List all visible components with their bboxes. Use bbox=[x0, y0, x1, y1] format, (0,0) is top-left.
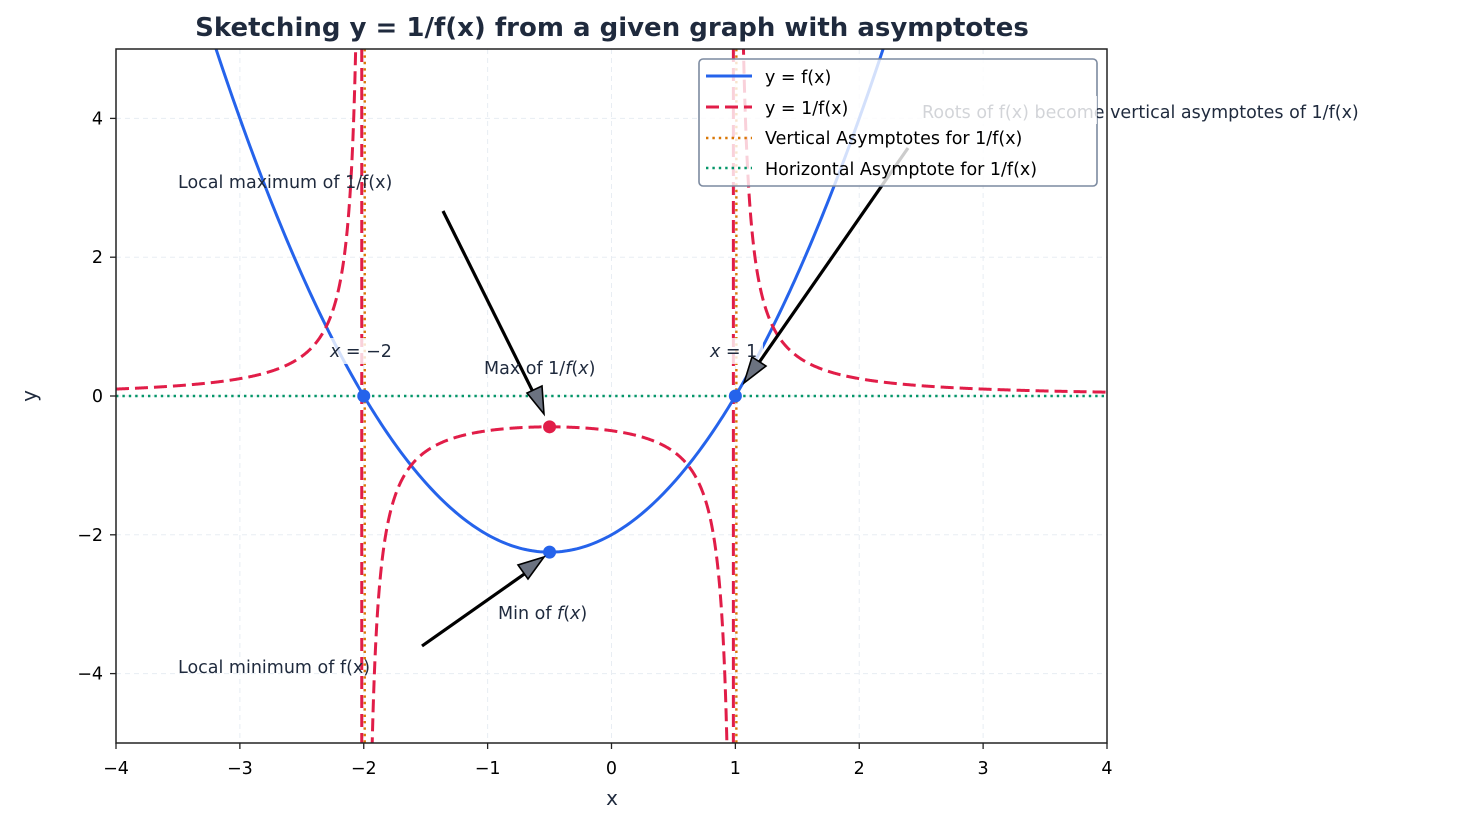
point-markers bbox=[357, 389, 742, 559]
annotation-min-of-f: Min of f(x) bbox=[498, 604, 587, 624]
y-tick-label: 4 bbox=[92, 109, 103, 129]
arrowhead-icon bbox=[742, 355, 768, 386]
data-point-marker bbox=[543, 545, 557, 559]
arrow-local-max bbox=[441, 210, 538, 399]
reciprocal-branch bbox=[741, 49, 1107, 394]
data-point-marker bbox=[357, 389, 371, 403]
data-point-marker bbox=[543, 420, 557, 434]
legend-label-reciprocal: y = 1/f(x) bbox=[765, 99, 848, 119]
x-tick-label: 3 bbox=[978, 759, 989, 779]
y-axis-ticks: −4 −2 0 2 4 bbox=[77, 109, 116, 685]
y-tick-label: 0 bbox=[92, 387, 103, 407]
f-curve bbox=[214, 49, 885, 554]
label-bg bbox=[327, 338, 403, 364]
legend-label-f: y = f(x) bbox=[765, 68, 831, 88]
x-tick-label: 2 bbox=[854, 759, 865, 779]
data-point-marker bbox=[728, 389, 742, 403]
legend-label-horizontal-asymptote: Horizontal Asymptote for 1/f(x) bbox=[765, 160, 1037, 180]
x-axis-ticks: −4 −3 −2 −1 0 1 2 3 4 bbox=[103, 743, 1113, 779]
legend-overlap-fade bbox=[922, 96, 1097, 124]
legend: y = f(x) y = 1/f(x) Vertical Asymptotes … bbox=[698, 58, 1098, 187]
arrowhead-icon bbox=[525, 384, 545, 417]
annotation-local-min: Local minimum of f(x) bbox=[178, 658, 370, 678]
legend-label-vertical-asymptote: Vertical Asymptotes for 1/f(x) bbox=[765, 129, 1022, 149]
y-tick-label: −4 bbox=[77, 665, 103, 685]
y-tick-label: 2 bbox=[92, 248, 103, 268]
chart-title: Sketching y = 1/f(x) from a given graph … bbox=[195, 13, 1029, 43]
x-tick-label: −2 bbox=[351, 759, 377, 779]
y-tick-label: −2 bbox=[77, 526, 103, 546]
annotation-max-of-reciprocal: Max of 1/f(x) bbox=[484, 359, 595, 379]
arrow-local-min bbox=[421, 568, 531, 648]
x-tick-label: −3 bbox=[227, 759, 253, 779]
x-tick-label: −1 bbox=[475, 759, 501, 779]
annotation-x-1: x = 1 bbox=[709, 342, 757, 362]
y-axis-label: y bbox=[17, 390, 41, 402]
reciprocal-branch bbox=[116, 49, 358, 391]
arrowhead-icon bbox=[516, 555, 547, 581]
annotation-local-max: Local maximum of 1/f(x) bbox=[178, 173, 392, 193]
x-tick-label: −4 bbox=[103, 759, 129, 779]
annotation-x-neg2: x = −2 bbox=[329, 342, 392, 362]
x-axis-label: x bbox=[606, 786, 618, 810]
x-tick-label: 4 bbox=[1101, 759, 1112, 779]
x-tick-label: 1 bbox=[730, 759, 741, 779]
x-tick-label: 0 bbox=[606, 759, 617, 779]
